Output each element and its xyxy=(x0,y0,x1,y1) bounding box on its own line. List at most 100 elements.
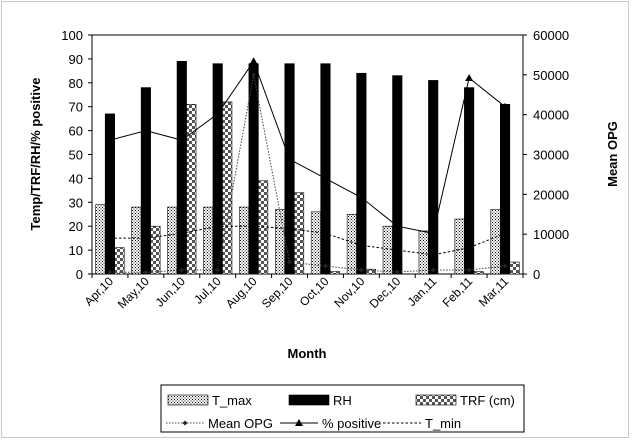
bar-t-max xyxy=(418,230,429,275)
y2-tick-label: 30000 xyxy=(533,148,569,163)
point-positive xyxy=(249,57,258,65)
bar-rh xyxy=(499,104,511,275)
bar-trf-cm xyxy=(293,192,305,275)
x-tick-label: Dec,10 xyxy=(367,274,404,311)
point-mean-opg xyxy=(287,259,293,265)
y-tick-label: 90 xyxy=(69,52,83,67)
point-mean-opg xyxy=(394,269,400,275)
y-tick-label: 50 xyxy=(69,148,83,163)
x-tick-label: May,10 xyxy=(115,274,152,311)
point-positive xyxy=(465,74,474,82)
bar-trf-cm xyxy=(329,271,341,275)
bar-t-max xyxy=(203,206,214,275)
x-tick-label: Mar,11 xyxy=(476,274,511,309)
legend-label: TRF (cm) xyxy=(460,393,515,408)
line-positive xyxy=(109,60,506,234)
point-positive xyxy=(357,193,366,201)
y2-tick-label: 60000 xyxy=(533,28,569,43)
y-axis-right: 0 10000 20000 30000 40000 50000 60000 xyxy=(523,28,569,282)
bar-rh xyxy=(428,80,439,275)
bar-rh xyxy=(320,63,331,275)
bar-t-max xyxy=(490,209,501,275)
y2-tick-label: 20000 xyxy=(533,187,569,202)
point-mean-opg xyxy=(251,72,257,78)
x-tick-label: Nov,10 xyxy=(331,274,367,310)
legend-box xyxy=(160,384,525,433)
point-positive xyxy=(213,109,222,117)
x-tick-label: Aug,10 xyxy=(223,274,260,311)
y2-tick-label: 0 xyxy=(533,267,540,282)
bar-t-max xyxy=(274,209,286,275)
bar-trf-cm xyxy=(186,104,197,275)
bar-rh xyxy=(176,60,187,275)
point-positive xyxy=(321,174,330,182)
legend-label: Mean OPG xyxy=(208,416,273,431)
y-tick-label: 40 xyxy=(69,171,83,186)
bar-trf-cm xyxy=(509,261,520,275)
legend-label: RH xyxy=(333,393,352,408)
point-positive xyxy=(285,155,294,163)
y-tick-label: 20 xyxy=(69,219,83,234)
x-axis-title: Month xyxy=(288,346,327,361)
legend-label: T_min xyxy=(425,416,461,431)
x-tick-label: Oct,10 xyxy=(297,274,332,309)
point-mean-opg xyxy=(466,267,472,273)
point-mean-opg xyxy=(143,269,149,275)
legend-marker xyxy=(182,420,188,426)
point-mean-opg xyxy=(502,263,508,269)
point-mean-opg xyxy=(430,267,436,273)
legend-marker xyxy=(295,419,303,426)
bar-rh xyxy=(392,75,403,275)
bar-rh xyxy=(212,63,223,275)
legend-label: % positive xyxy=(322,416,381,431)
legend: T_max RH TRF (cm) Mean OPG % positive T_min xyxy=(160,384,525,433)
bar-trf-cm xyxy=(473,271,484,275)
point-positive xyxy=(105,136,114,144)
y2-axis-title: Mean OPG xyxy=(605,121,620,187)
point-mean-opg xyxy=(215,267,221,273)
legend-swatch xyxy=(288,394,330,406)
x-tick-label: Jun,10 xyxy=(153,274,189,310)
point-mean-opg xyxy=(358,267,364,273)
y-axis-left: 0 10 20 30 40 50 60 70 80 90 100 xyxy=(61,28,92,282)
bar-rh xyxy=(464,87,475,275)
legend-swatch xyxy=(415,394,457,406)
bar-t-max xyxy=(382,225,393,275)
point-mean-opg xyxy=(107,269,113,275)
bar-t-max xyxy=(454,218,465,275)
point-positive xyxy=(501,102,510,110)
line-t-min xyxy=(109,225,506,256)
y-tick-label: 10 xyxy=(69,243,83,258)
bar-t-max xyxy=(95,204,106,275)
point-positive xyxy=(393,222,402,230)
bar-t-max xyxy=(167,206,178,275)
bar-trf-cm xyxy=(365,268,376,275)
bar-t-max xyxy=(131,206,142,275)
y2-tick-label: 40000 xyxy=(533,108,569,123)
y-tick-label: 70 xyxy=(69,100,83,115)
y2-tick-label: 10000 xyxy=(533,227,569,242)
y-tick-label: 80 xyxy=(69,76,83,91)
y-axis-title: Temp/TRF/RH/% positive xyxy=(28,78,43,231)
bar-rh xyxy=(356,72,367,275)
bar-trf-cm xyxy=(222,101,233,275)
bar-t-max xyxy=(346,213,357,275)
point-positive xyxy=(177,136,186,144)
x-tick-label: Feb,11 xyxy=(440,274,476,310)
lines xyxy=(105,57,510,275)
y-tick-label: 60 xyxy=(69,124,83,139)
x-tick-label: Jan,11 xyxy=(405,274,440,309)
bar-trf-cm xyxy=(114,247,125,275)
bar-trf-cm xyxy=(150,225,161,275)
bar-t-max xyxy=(239,206,250,275)
x-tick-label: Apr,10 xyxy=(82,274,117,309)
point-mean-opg xyxy=(179,267,185,273)
point-mean-opg xyxy=(322,263,328,269)
point-positive xyxy=(429,229,438,237)
x-tick-label: Jul,10 xyxy=(191,274,224,307)
y-tick-label: 0 xyxy=(76,267,83,282)
y2-tick-label: 50000 xyxy=(533,68,569,83)
